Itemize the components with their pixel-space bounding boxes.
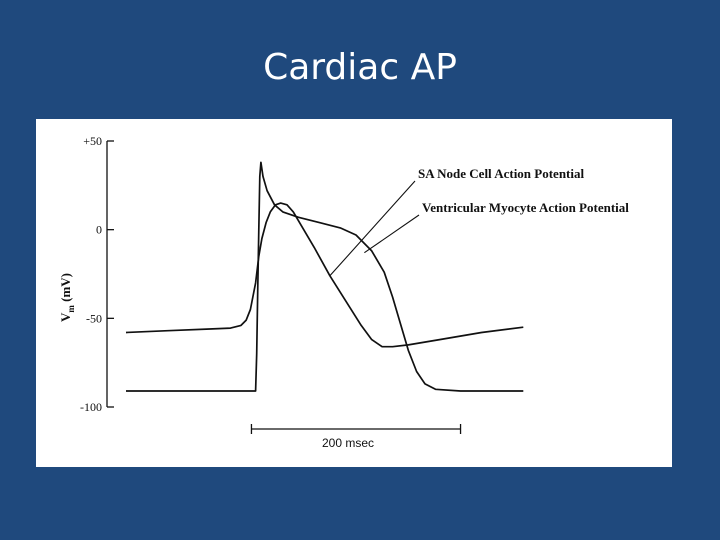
y-axis-label-subscript: m bbox=[66, 305, 76, 313]
slide-title: Cardiac AP bbox=[263, 47, 457, 88]
y-tick-label: -50 bbox=[86, 311, 102, 325]
sa-node-curve bbox=[125, 202, 524, 348]
ventricular-myocyte-curve bbox=[126, 161, 524, 392]
y-axis-label-unit: (mV) bbox=[58, 273, 73, 305]
sa-node-leader-line bbox=[329, 180, 416, 277]
scale-bar-label: 200 msec bbox=[322, 436, 374, 450]
action-potential-chart: +50 0 -50 -100 Vm (mV) SA Node Cell Action P… bbox=[58, 134, 629, 450]
chart-figure: +50 0 -50 -100 Vm (mV) SA Node Cell Action P… bbox=[36, 119, 672, 467]
y-axis-label: Vm (mV) bbox=[58, 273, 76, 322]
y-tick-label: 0 bbox=[96, 223, 102, 237]
series-layer bbox=[125, 161, 524, 392]
ventricular-series-label: Ventricular Myocyte Action Potential bbox=[422, 200, 629, 215]
axis-layer: +50 0 -50 -100 Vm (mV) bbox=[58, 134, 114, 414]
label-layer: SA Node Cell Action Potential Ventricular… bbox=[250, 166, 629, 450]
y-tick-label: +50 bbox=[83, 134, 102, 148]
ventricular-leader-line bbox=[364, 214, 420, 254]
y-tick-label: -100 bbox=[80, 400, 102, 414]
y-axis-label-main: V bbox=[58, 312, 73, 322]
sa-node-series-label: SA Node Cell Action Potential bbox=[418, 166, 584, 181]
